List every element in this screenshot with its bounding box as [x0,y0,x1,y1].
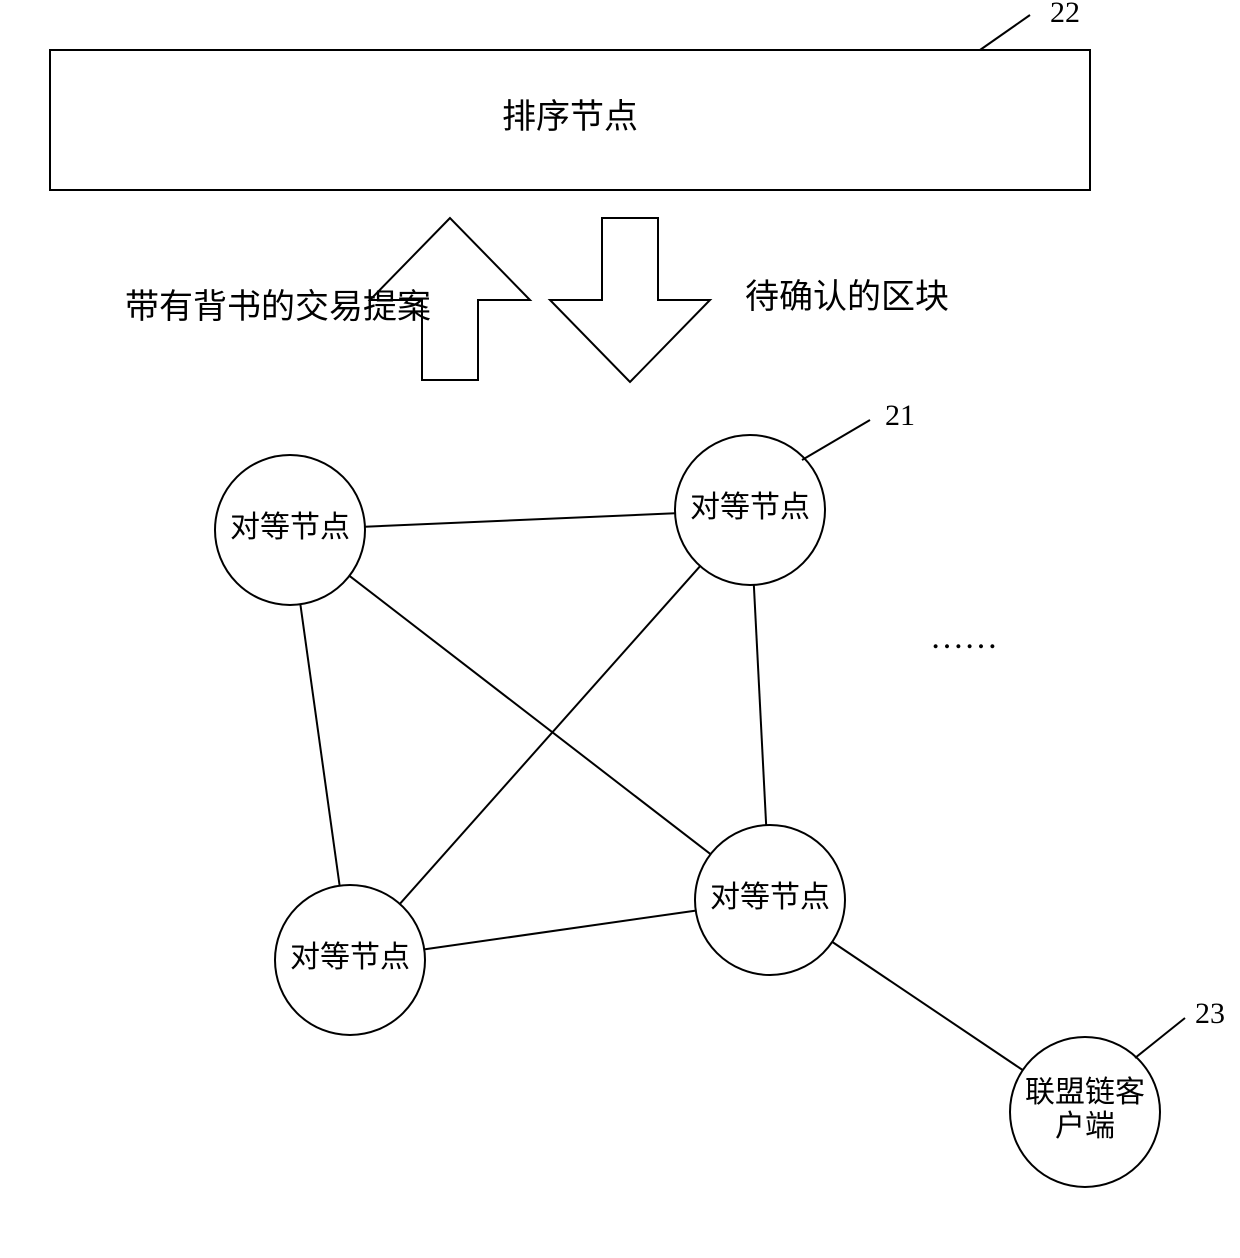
edge [424,911,696,950]
arrow-down-icon [550,218,710,382]
ref-number-22: 22 [1050,0,1080,29]
ordering-node-label: 排序节点 [502,98,638,136]
edge [349,576,710,854]
edge [754,585,766,825]
edge [832,942,1023,1070]
ref-number: 21 [885,399,915,432]
peer-node-label: 对等节点 [710,881,830,914]
client-node-label: 联盟链客 [1025,1076,1145,1109]
ellipsis: …… [930,619,998,656]
edge [400,566,700,904]
edge [365,513,675,526]
peer-node-label: 对等节点 [290,941,410,974]
arrow-up-label: 带有背书的交易提案 [125,288,431,326]
ref-number: 23 [1195,997,1225,1030]
edge [300,604,339,885]
peer-node-label: 对等节点 [230,511,350,544]
arrow-down-label: 待确认的区块 [745,278,949,316]
peer-node-label: 对等节点 [690,491,810,524]
ref-leader-22 [980,15,1030,50]
ref-leader [802,420,870,460]
client-node-label: 户端 [1055,1110,1115,1143]
ref-leader [1135,1018,1185,1058]
